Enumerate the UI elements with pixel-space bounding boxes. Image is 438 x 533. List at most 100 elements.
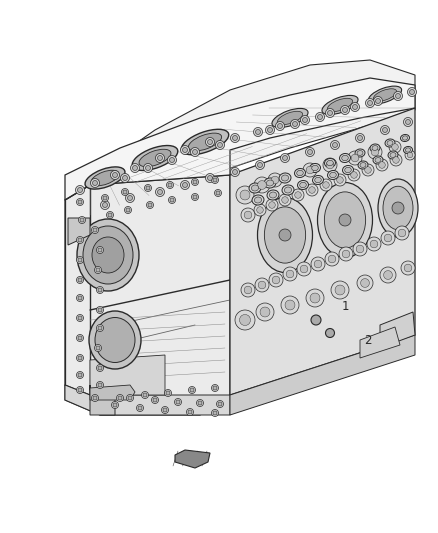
Circle shape: [118, 396, 122, 400]
Circle shape: [170, 157, 174, 163]
Circle shape: [78, 188, 82, 192]
Circle shape: [92, 394, 99, 401]
Circle shape: [357, 275, 373, 291]
Ellipse shape: [343, 165, 353, 174]
Circle shape: [170, 198, 174, 202]
Circle shape: [146, 186, 150, 190]
Circle shape: [244, 211, 252, 219]
Ellipse shape: [89, 311, 141, 369]
Circle shape: [108, 213, 112, 217]
Ellipse shape: [327, 160, 333, 166]
Circle shape: [381, 125, 389, 134]
Circle shape: [102, 203, 107, 207]
Circle shape: [351, 154, 359, 162]
Ellipse shape: [279, 173, 291, 183]
Circle shape: [208, 140, 212, 144]
Ellipse shape: [339, 154, 350, 163]
Circle shape: [331, 141, 339, 149]
Circle shape: [148, 203, 152, 207]
Ellipse shape: [355, 149, 365, 157]
Circle shape: [297, 262, 311, 276]
Ellipse shape: [372, 146, 378, 150]
Circle shape: [233, 135, 237, 141]
Ellipse shape: [358, 161, 368, 169]
Circle shape: [216, 191, 220, 195]
Circle shape: [123, 175, 127, 181]
Circle shape: [128, 396, 132, 400]
Circle shape: [100, 200, 110, 209]
Circle shape: [96, 346, 100, 350]
Circle shape: [96, 246, 103, 254]
Circle shape: [279, 229, 291, 241]
Circle shape: [137, 405, 144, 411]
Polygon shape: [68, 218, 90, 245]
Circle shape: [303, 163, 317, 177]
Circle shape: [325, 252, 339, 266]
Circle shape: [272, 276, 280, 284]
Circle shape: [93, 228, 97, 232]
Circle shape: [218, 402, 222, 406]
Circle shape: [325, 328, 335, 337]
Circle shape: [95, 266, 102, 273]
Circle shape: [395, 226, 409, 240]
Circle shape: [176, 400, 180, 404]
Circle shape: [235, 310, 255, 330]
Circle shape: [276, 122, 285, 131]
Ellipse shape: [277, 111, 303, 125]
Circle shape: [117, 394, 124, 401]
Circle shape: [133, 166, 138, 171]
Ellipse shape: [188, 133, 222, 151]
Ellipse shape: [327, 98, 353, 112]
Ellipse shape: [77, 219, 139, 291]
Circle shape: [96, 325, 103, 332]
Circle shape: [169, 197, 176, 204]
Circle shape: [254, 204, 266, 216]
Circle shape: [405, 150, 415, 160]
Circle shape: [370, 240, 378, 248]
Circle shape: [375, 99, 381, 103]
Circle shape: [193, 195, 197, 199]
Circle shape: [77, 314, 84, 321]
Circle shape: [230, 133, 240, 142]
Circle shape: [268, 127, 272, 133]
Ellipse shape: [92, 237, 124, 273]
Ellipse shape: [373, 89, 397, 101]
Ellipse shape: [322, 95, 358, 115]
Circle shape: [360, 279, 369, 287]
Circle shape: [258, 181, 266, 189]
Circle shape: [78, 278, 82, 282]
Circle shape: [95, 344, 102, 351]
Circle shape: [340, 106, 350, 115]
Circle shape: [162, 407, 169, 414]
Circle shape: [271, 176, 279, 184]
Circle shape: [339, 214, 351, 226]
Circle shape: [281, 296, 299, 314]
Circle shape: [269, 273, 283, 287]
Circle shape: [78, 216, 85, 223]
Circle shape: [98, 308, 102, 312]
Circle shape: [158, 156, 162, 160]
Ellipse shape: [330, 172, 336, 177]
Circle shape: [300, 116, 310, 125]
Circle shape: [254, 127, 262, 136]
Circle shape: [335, 285, 345, 295]
Circle shape: [323, 158, 337, 172]
Ellipse shape: [388, 151, 398, 159]
Ellipse shape: [132, 146, 178, 171]
Circle shape: [256, 303, 274, 321]
Circle shape: [123, 190, 127, 194]
Circle shape: [285, 300, 295, 310]
Circle shape: [233, 169, 237, 174]
Circle shape: [392, 144, 398, 150]
Circle shape: [96, 365, 103, 372]
Circle shape: [311, 257, 325, 271]
Circle shape: [356, 133, 364, 142]
Ellipse shape: [294, 168, 305, 177]
Circle shape: [314, 260, 322, 268]
Ellipse shape: [282, 185, 294, 195]
Circle shape: [367, 101, 372, 106]
Circle shape: [410, 90, 414, 94]
Circle shape: [384, 271, 392, 279]
Ellipse shape: [315, 177, 321, 183]
Circle shape: [407, 87, 417, 96]
